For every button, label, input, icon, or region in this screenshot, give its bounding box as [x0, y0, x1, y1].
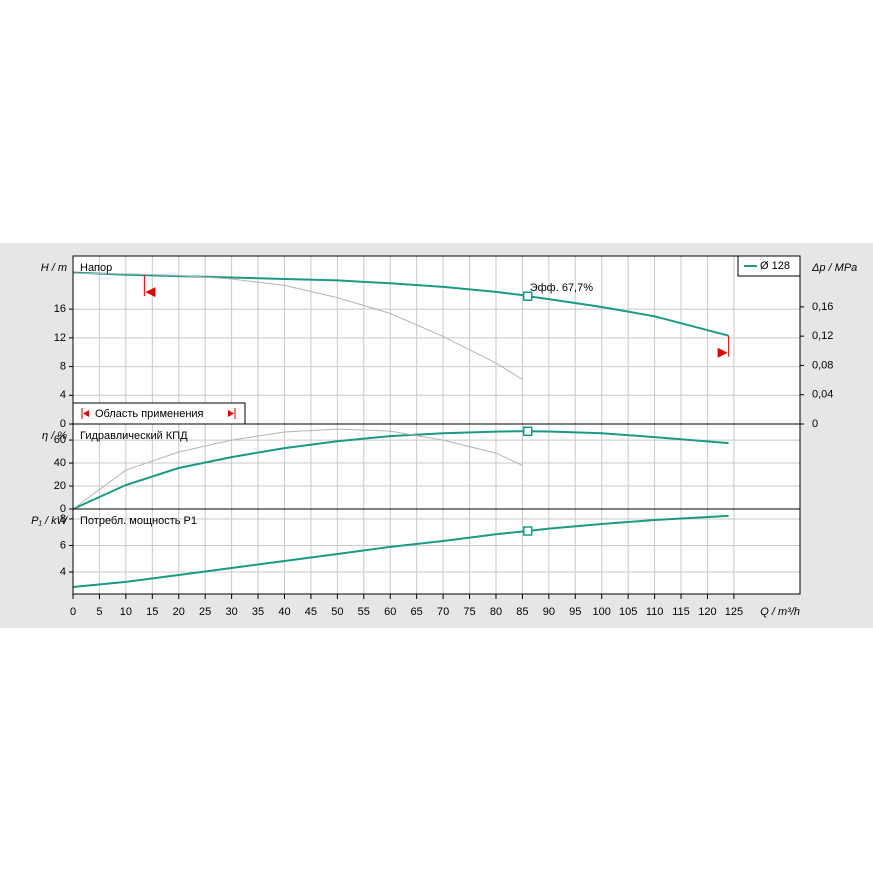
y-tick-label: 0	[60, 418, 66, 430]
range-box-arrow	[228, 410, 234, 417]
x-tick-label: 100	[593, 606, 611, 618]
curves	[72, 271, 729, 588]
legend-box	[737, 255, 801, 277]
x-tick-label: 125	[725, 606, 743, 618]
x-tick-label: 80	[490, 606, 502, 618]
x-tick-label: 90	[543, 606, 555, 618]
y2-tick-label: 0,16	[812, 301, 833, 313]
x-tick-label: 15	[146, 606, 158, 618]
x-tick-label: 50	[331, 606, 343, 618]
x-tick-label: 0	[70, 606, 76, 618]
range-box	[72, 402, 246, 425]
plot-area	[73, 256, 800, 594]
y-tick-label: 8	[60, 513, 66, 525]
curve	[72, 430, 729, 510]
y-tick-label: 60	[54, 434, 66, 446]
y2-tick-label: 0,04	[812, 389, 833, 401]
frame: 0 4 8 12 16 0 0,04 0,08 0,12 0,16 Напор H / m Δp / M…	[31, 255, 857, 618]
x-tick-label: 95	[569, 606, 581, 618]
range-arrow	[717, 347, 728, 358]
y2-axis-label: Δp / MPa	[811, 262, 857, 274]
range-label: Область применения	[95, 408, 204, 420]
y-tick-label: 8	[60, 360, 66, 372]
y-tick-label: 6	[60, 539, 66, 551]
panel-title: Гидравлический КПД	[80, 430, 188, 442]
operating-point	[522, 426, 533, 436]
curve	[72, 428, 523, 510]
panel-title: Напор	[80, 262, 112, 274]
x-tick-label: 40	[278, 606, 290, 618]
x-tick-label: 45	[305, 606, 317, 618]
x-tick-label: 60	[384, 606, 396, 618]
x-tick-label: 5	[96, 606, 102, 618]
x-tick-label: 65	[411, 606, 423, 618]
y-tick-label: 40	[54, 457, 66, 469]
range-arrow	[145, 287, 156, 298]
y2-tick-label: 0,08	[812, 359, 833, 371]
y-tick-label: 16	[54, 303, 66, 315]
curve	[72, 514, 729, 588]
y2-tick-label: 0	[812, 418, 818, 430]
y-axis-label: P₁ / kW	[31, 515, 68, 527]
x-tick-label: 10	[120, 606, 132, 618]
x-tick-label: 20	[173, 606, 185, 618]
y-axis-label: H / m	[41, 262, 67, 274]
curve	[72, 272, 523, 380]
legend-label: Ø 128	[760, 260, 790, 272]
y-tick-label: 0	[60, 503, 66, 515]
x-axis-label: Q / m³/h	[760, 606, 800, 618]
x-tick-label: 55	[358, 606, 370, 618]
operating-point	[522, 291, 533, 301]
x-tick-label: 70	[437, 606, 449, 618]
y-tick-label: 4	[60, 389, 66, 401]
x-tick-label: 85	[516, 606, 528, 618]
operating-point	[522, 526, 533, 536]
x-tick-label: 25	[199, 606, 211, 618]
x-tick-label: 105	[619, 606, 637, 618]
y-tick-label: 12	[54, 332, 66, 344]
range-box-arrow	[83, 410, 89, 417]
x-tick-label: 35	[252, 606, 264, 618]
plot-border	[72, 255, 801, 595]
panel-title: Потребл. мощность P1	[80, 515, 197, 527]
annotation: Эфф. 67,7%	[530, 282, 594, 294]
x-tick-label: 30	[225, 606, 237, 618]
y-tick-label: 4	[60, 566, 66, 578]
y-tick-label: 20	[54, 480, 66, 492]
x-tick-label: 120	[698, 606, 716, 618]
x-tick-label: 115	[672, 606, 690, 618]
y-axis-label: η / %	[42, 430, 67, 442]
x-tick-label: 75	[463, 606, 475, 618]
y2-tick-label: 0,12	[812, 330, 833, 342]
x-tick-label: 110	[646, 606, 664, 618]
